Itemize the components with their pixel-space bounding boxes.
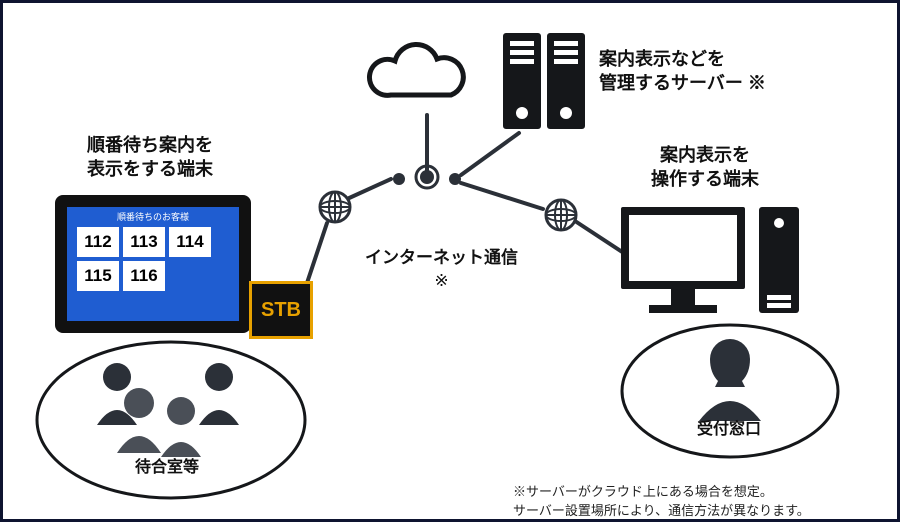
queue-number: 113 [123, 227, 165, 257]
stb-label: STB [261, 299, 301, 322]
queue-number: 115 [77, 261, 119, 291]
internet-label: インターネット通信 ※ [365, 247, 518, 293]
servers-label: 案内表示などを 管理するサーバー ※ [599, 47, 766, 96]
globe-icon [317, 189, 353, 225]
servers-icon [497, 27, 597, 137]
queue-header: 順番待ちのお客様 [67, 207, 239, 223]
operator-terminal-label: 案内表示を 操作する端末 [651, 143, 759, 192]
operator-terminal-icon [613, 199, 813, 329]
globe-icon [543, 197, 579, 233]
queue-number: 116 [123, 261, 165, 291]
display-terminal-label: 順番待ち案内を 表示をする端末 [87, 133, 213, 182]
footnote: ※サーバーがクラウド上にある場合を想定。 サーバー設置場所により、通信方法が異な… [513, 481, 810, 519]
display-terminal: 順番待ちのお客様 112 113 114 115 116 [55, 195, 251, 333]
waiting-room [31, 335, 311, 505]
cloud-icon [361, 37, 481, 117]
diagram-frame: 順番待ちのお客様 112 113 114 115 116 STB [0, 0, 900, 522]
reception-label: 受付窓口 [697, 419, 761, 441]
queue-number: 112 [77, 227, 119, 257]
reception [615, 315, 845, 465]
queue-number: 114 [169, 227, 211, 257]
waiting-room-label: 待合室等 [135, 457, 199, 479]
stb-box: STB [249, 281, 313, 339]
